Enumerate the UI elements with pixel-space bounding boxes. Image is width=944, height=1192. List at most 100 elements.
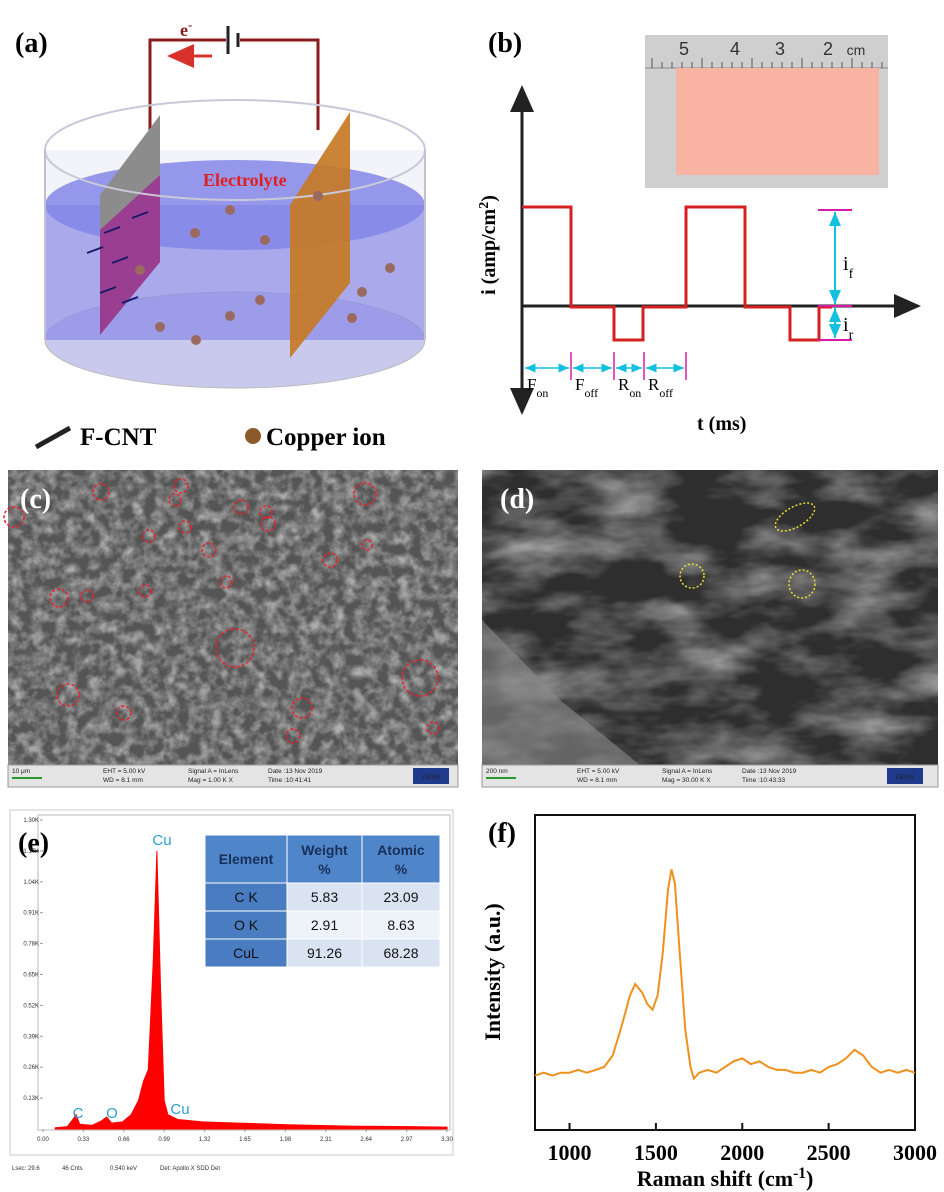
subscript: on xyxy=(629,386,641,400)
table-text: C K xyxy=(234,889,258,905)
text-part: e xyxy=(180,20,188,40)
x-tick-label: 0.33 xyxy=(78,1137,90,1143)
subscript: off xyxy=(659,386,673,400)
panel-label: (d) xyxy=(500,484,534,515)
ion-legend-icon xyxy=(245,428,261,444)
x-tick-label: 2.31 xyxy=(320,1137,332,1143)
legend-label: F-CNT xyxy=(80,424,157,451)
text-part: F xyxy=(527,375,536,394)
peak-label: C xyxy=(73,1105,84,1122)
table-text: O K xyxy=(234,917,259,933)
subscript: on xyxy=(536,386,548,400)
panel-b: (b) FonFoffRon Roff xyxy=(488,28,918,412)
sem-info-text: Date :13 Nov 2019 xyxy=(268,768,323,775)
table-text: 8.63 xyxy=(387,917,414,933)
sem-info-text: Signal A = InLens xyxy=(188,768,239,775)
y-axis-label: Intensity (a.u.) xyxy=(480,903,505,1041)
panel-label: (b) xyxy=(488,28,522,59)
table-header: Weight xyxy=(301,842,348,858)
x-tick-label: 1.98 xyxy=(280,1137,292,1143)
cnt-legend-icon xyxy=(36,428,70,447)
segment-label: Roff xyxy=(648,375,673,400)
sem-info-text: ZEISS xyxy=(422,774,441,781)
subscript: f xyxy=(849,267,854,282)
y-axis-label: i (amp/cm2) xyxy=(477,195,501,295)
sem-info-text: 10 μm xyxy=(12,768,30,775)
sem-info-text: EHT = 5.00 kV xyxy=(577,768,620,775)
sem-info-text: ZEISS xyxy=(896,774,915,781)
x-axis-label: t (ms) xyxy=(697,413,746,435)
superscript: - xyxy=(188,18,192,32)
y-tick-label: 1.30K xyxy=(23,818,39,824)
y-tick-label: 1.17K xyxy=(23,849,39,855)
sem-info-text: Time :10:43:33 xyxy=(742,777,786,784)
sem-info-text: EHT = 5.00 kV xyxy=(103,768,146,775)
copper-ion xyxy=(347,313,357,323)
copper-ion xyxy=(385,263,395,273)
peak-label: Cu xyxy=(170,1101,189,1118)
panel-label: (a) xyxy=(15,28,48,59)
panel-label: (c) xyxy=(20,484,51,515)
sem-info-text: Mag = 1.00 K X xyxy=(188,777,234,784)
copper-ion xyxy=(155,322,165,332)
y-tick-label: 0.26K xyxy=(23,1065,39,1071)
table-text: 23.09 xyxy=(383,889,418,905)
sem-info-text: 200 nm xyxy=(486,768,508,775)
superscript: -1 xyxy=(793,1165,806,1182)
subscript: r xyxy=(849,328,854,343)
ruler-label: 2 xyxy=(823,39,833,59)
x-tick-label: 0.66 xyxy=(118,1137,130,1143)
table-header: % xyxy=(318,861,331,877)
copper-foil xyxy=(676,68,879,175)
ruler-label: cm xyxy=(847,42,866,58)
x-tick-label: 2000 xyxy=(720,1140,764,1165)
panel-label: (f) xyxy=(488,818,516,849)
current-label: if xyxy=(843,253,854,282)
copper-ion xyxy=(260,235,270,245)
copper-ion xyxy=(225,311,235,321)
text-part: R xyxy=(648,375,660,394)
y-tick-label: 0.91K xyxy=(23,911,39,917)
figure: (a) e- Electrolyte F-CNT Copper ion (b) … xyxy=(0,0,944,1192)
copper-ion xyxy=(313,191,323,201)
sem-info-text: Time :10:41:41 xyxy=(268,777,312,784)
plot-frame xyxy=(535,815,915,1130)
table-header: Atomic xyxy=(377,842,425,858)
copper-ion xyxy=(255,295,265,305)
copper-ion xyxy=(191,335,201,345)
x-tick-label: 1.32 xyxy=(199,1137,211,1143)
table-text: 5.83 xyxy=(311,889,338,905)
x-tick-label: 3.30 xyxy=(441,1137,453,1143)
y-tick-label: 0.13K xyxy=(23,1096,39,1102)
x-tick-label: 1500 xyxy=(634,1140,678,1165)
table-text: 2.91 xyxy=(311,917,338,933)
x-tick-label: 0.99 xyxy=(158,1137,170,1143)
y-tick-label: 0.39K xyxy=(23,1034,39,1040)
x-tick-label: 1000 xyxy=(548,1140,592,1165)
y-tick-label: 0.78K xyxy=(23,942,39,948)
panel-f: (f) 1000 1500 2000 2500 3000 Intensity (a.u.)… xyxy=(480,815,937,1191)
pulse-waveform xyxy=(522,207,832,340)
text-part: ) xyxy=(806,1166,813,1191)
table-text: 91.26 xyxy=(307,945,342,961)
y-tick-label: 1.04K xyxy=(23,880,39,886)
ruler-label: 4 xyxy=(730,39,740,59)
footer-text: Det: Apollo X SDD Det xyxy=(160,1166,220,1172)
footer-text: 0.540 keV xyxy=(110,1166,137,1172)
table-header: % xyxy=(395,861,408,877)
table-header: Element xyxy=(219,851,274,867)
x-tick-label: 0.00 xyxy=(37,1137,49,1143)
sem-texture xyxy=(8,470,458,765)
segment-label: Fon xyxy=(527,375,548,400)
x-tick-label: 2.97 xyxy=(401,1137,413,1143)
footer-text: Lsec: 29.6 xyxy=(12,1166,40,1172)
copper-ion xyxy=(357,287,367,297)
text-part: ) xyxy=(478,195,500,202)
sem-info-text: WD = 8.1 mm xyxy=(577,777,617,784)
text-part: i (amp/cm xyxy=(478,208,500,294)
x-tick-label: 3000 xyxy=(893,1140,937,1165)
x-tick-label: 2500 xyxy=(807,1140,851,1165)
